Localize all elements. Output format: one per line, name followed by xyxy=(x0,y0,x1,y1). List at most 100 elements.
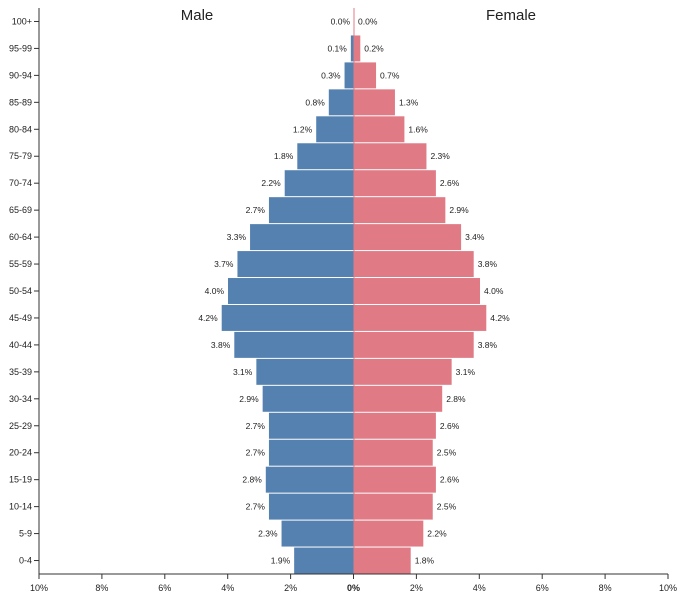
male-value-label: 3.7% xyxy=(214,259,234,269)
female-bar-95-99 xyxy=(354,35,361,62)
male-bar-40-44 xyxy=(234,331,354,358)
male-value-label: 2.7% xyxy=(246,205,266,215)
female-value-label: 2.5% xyxy=(437,448,457,458)
female-value-label: 2.5% xyxy=(437,502,457,512)
male-value-label: 2.7% xyxy=(246,448,266,458)
female-value-label: 2.6% xyxy=(440,421,460,431)
female-value-label: 3.8% xyxy=(478,259,498,269)
male-bar-55-59 xyxy=(237,251,354,278)
female-value-label: 1.3% xyxy=(399,97,419,107)
female-bar-30-34 xyxy=(354,385,443,412)
female-value-label: 2.3% xyxy=(430,151,450,161)
male-value-label: 1.8% xyxy=(274,151,294,161)
male-bar-25-29 xyxy=(268,412,354,439)
female-value-label: 2.9% xyxy=(449,205,469,215)
male-bar-45-49 xyxy=(221,304,354,331)
male-bar-75-79 xyxy=(297,143,354,170)
x-tick-label: 10% xyxy=(659,583,677,593)
y-tick-label: 0-4 xyxy=(19,556,32,566)
y-tick-label: 85-89 xyxy=(9,97,32,107)
female-value-label: 0.2% xyxy=(364,43,384,53)
y-tick-label: 5-9 xyxy=(19,529,32,539)
female-bar-5-9 xyxy=(354,520,424,547)
male-bar-60-64 xyxy=(250,224,354,251)
female-bar-10-14 xyxy=(354,493,433,520)
male-bar-0-4 xyxy=(294,547,354,574)
male-value-label: 2.2% xyxy=(261,178,281,188)
male-bar-35-39 xyxy=(256,358,354,385)
female-bar-50-54 xyxy=(354,278,480,304)
female-value-label: 0.0% xyxy=(358,16,378,26)
male-value-label: 2.7% xyxy=(246,421,266,431)
male-bar-10-14 xyxy=(268,493,354,520)
y-tick-label: 60-64 xyxy=(9,232,32,242)
male-value-label: 2.7% xyxy=(246,502,266,512)
female-bar-55-59 xyxy=(354,251,474,278)
male-value-label: 0.8% xyxy=(305,97,325,107)
male-bar-95-99 xyxy=(350,35,354,62)
female-value-label: 2.6% xyxy=(440,475,460,485)
female-bar-15-19 xyxy=(354,466,436,493)
x-tick-label: 4% xyxy=(221,583,234,593)
male-bar-20-24 xyxy=(268,439,354,466)
y-tick-label: 50-54 xyxy=(9,286,32,296)
female-bars xyxy=(354,35,487,574)
male-bar-5-9 xyxy=(281,520,354,547)
male-bar-50-54 xyxy=(228,278,354,304)
male-value-label: 4.2% xyxy=(198,313,218,323)
male-bar-85-89 xyxy=(328,89,354,116)
female-header: Female xyxy=(486,7,536,24)
x-axis: 10% 8% 6% 4% 2% 0% 2% 4% 6% 8% 10% xyxy=(30,573,677,593)
female-bar-65-69 xyxy=(354,197,446,224)
female-bar-60-64 xyxy=(354,224,462,251)
y-tick-label: 95-99 xyxy=(9,43,32,53)
male-value-label: 3.8% xyxy=(211,340,231,350)
x-tick-label: 4% xyxy=(473,583,486,593)
male-value-label: 1.9% xyxy=(271,556,291,566)
male-value-label: 1.2% xyxy=(293,124,313,134)
male-value-label: 0.1% xyxy=(327,43,347,53)
male-bar-65-69 xyxy=(268,197,354,224)
y-tick-label: 65-69 xyxy=(9,205,32,215)
x-tick-label: 2% xyxy=(410,583,423,593)
female-value-label: 4.2% xyxy=(490,313,510,323)
male-bar-15-19 xyxy=(265,466,354,493)
female-value-label: 2.6% xyxy=(440,178,460,188)
male-bars xyxy=(221,35,354,574)
male-value-label: 0.3% xyxy=(321,70,341,80)
x-tick-label: 10% xyxy=(30,583,48,593)
y-tick-label: 15-19 xyxy=(9,475,32,485)
male-value-label: 3.1% xyxy=(233,367,253,377)
female-value-label: 3.8% xyxy=(478,340,498,350)
x-tick-label: 2% xyxy=(284,583,297,593)
female-bar-20-24 xyxy=(354,439,433,466)
y-tick-label: 40-44 xyxy=(9,340,32,350)
male-value-label: 2.3% xyxy=(258,529,278,539)
male-value-label: 2.9% xyxy=(239,394,259,404)
female-bar-0-4 xyxy=(354,547,411,574)
female-value-label: 2.2% xyxy=(427,529,447,539)
female-bar-75-79 xyxy=(354,143,427,170)
y-tick-label: 90-94 xyxy=(9,70,32,80)
male-value-label: 3.3% xyxy=(227,232,247,242)
y-tick-label: 30-34 xyxy=(9,394,32,404)
female-value-label: 2.8% xyxy=(446,394,466,404)
male-header: Male xyxy=(181,7,214,24)
x-tick-label: 6% xyxy=(536,583,549,593)
y-tick-label: 10-14 xyxy=(9,502,32,512)
female-value-label: 4.0% xyxy=(484,286,504,296)
male-bar-90-94 xyxy=(344,62,354,89)
y-axis: 100+ 95-99 90-94 85-89 80-84 75-79 70-74 65-69 6… xyxy=(9,8,355,574)
male-bar-30-34 xyxy=(262,385,354,412)
y-tick-label: 70-74 xyxy=(9,178,32,188)
female-value-label: 0.7% xyxy=(380,70,400,80)
female-value-label: 1.8% xyxy=(415,556,435,566)
female-value-label: 3.4% xyxy=(465,232,485,242)
y-tick-label: 25-29 xyxy=(9,421,32,431)
female-bar-40-44 xyxy=(354,331,474,358)
y-tick-label: 35-39 xyxy=(9,367,32,377)
female-bar-25-29 xyxy=(354,412,436,439)
female-bar-85-89 xyxy=(354,89,395,116)
female-value-label: 1.6% xyxy=(408,124,428,134)
